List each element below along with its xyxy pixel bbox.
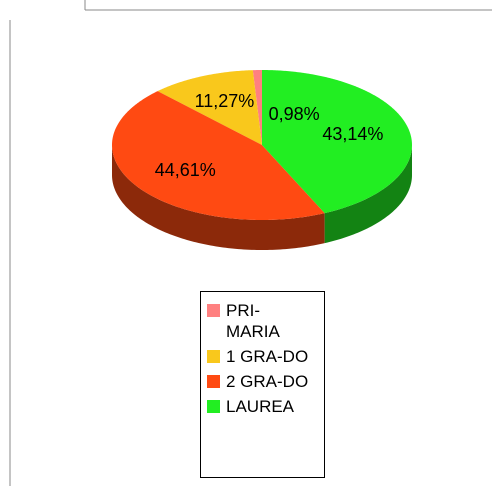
legend-label: LAUREA bbox=[226, 397, 295, 416]
pie-side bbox=[112, 145, 325, 250]
legend-entry: 2 GRA-DO bbox=[207, 371, 318, 392]
legend-swatch bbox=[207, 400, 220, 413]
data-label: 11,27% bbox=[195, 91, 255, 111]
pie-side bbox=[324, 145, 412, 244]
legend-entry: 1 GRA-DO bbox=[207, 346, 318, 367]
legend-label: PRI-MARIA bbox=[226, 301, 280, 341]
data-label: 43,14% bbox=[322, 124, 383, 144]
legend-entry: LAUREA bbox=[207, 396, 318, 417]
pie-slice bbox=[112, 91, 325, 220]
legend-label: 2 GRA-DO bbox=[226, 372, 309, 391]
legend-entry: PRI-MARIA bbox=[207, 300, 318, 342]
pie-slice bbox=[157, 70, 262, 145]
pie-sides bbox=[112, 145, 412, 250]
legend-label: 1 GRA-DO bbox=[226, 347, 309, 366]
legend: PRI-MARIA 1 GRA-DO 2 GRA-DO LAUREA bbox=[200, 291, 325, 478]
legend-swatch bbox=[207, 304, 220, 317]
pie-labels: 0,98% 11,27% 44,61% 43,14% bbox=[155, 91, 384, 180]
pie-slice bbox=[252, 70, 262, 145]
pie-tops bbox=[112, 70, 412, 220]
data-label: 0,98% bbox=[269, 104, 320, 124]
data-label: 44,61% bbox=[155, 160, 216, 180]
legend-swatch bbox=[207, 375, 220, 388]
pie-slice bbox=[262, 70, 412, 214]
legend-swatch bbox=[207, 350, 220, 363]
